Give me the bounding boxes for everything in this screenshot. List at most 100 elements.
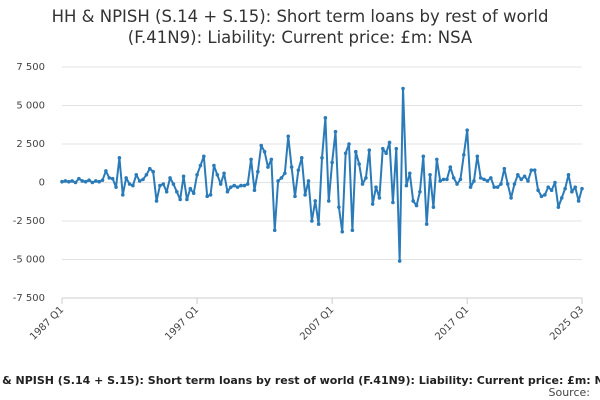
data-point xyxy=(539,194,544,199)
data-point xyxy=(66,179,71,184)
data-point xyxy=(435,157,439,162)
data-point xyxy=(529,168,534,172)
data-point xyxy=(296,168,301,172)
data-point xyxy=(337,205,341,209)
data-point xyxy=(536,188,540,192)
data-point xyxy=(519,177,524,182)
data-point xyxy=(178,197,182,202)
y-tick-label: -5 000 xyxy=(13,255,45,266)
data-point xyxy=(455,182,459,186)
data-point xyxy=(131,183,135,188)
data-point xyxy=(407,171,412,176)
data-point xyxy=(445,177,449,182)
data-point xyxy=(401,86,405,91)
data-point xyxy=(310,219,314,223)
data-point xyxy=(472,179,476,183)
data-point xyxy=(482,177,486,182)
data-point xyxy=(553,180,557,185)
x-tick-label: 1997 Q1 xyxy=(163,304,201,342)
data-point xyxy=(259,143,264,148)
data-point xyxy=(279,176,284,180)
data-point xyxy=(286,134,291,139)
data-point xyxy=(343,151,348,156)
data-point xyxy=(549,188,554,192)
data-point xyxy=(272,228,277,233)
data-point xyxy=(458,177,463,182)
footer-title: HH & NPISH (S.14 + S.15): Short term loa… xyxy=(0,374,600,387)
data-point xyxy=(414,203,419,208)
data-point xyxy=(175,189,179,194)
data-point xyxy=(316,222,321,226)
data-point xyxy=(107,176,112,180)
data-point xyxy=(242,183,247,188)
y-tick-label: -2 500 xyxy=(13,216,45,227)
data-point xyxy=(117,156,122,160)
data-point xyxy=(93,179,98,183)
data-point xyxy=(320,156,324,160)
data-point xyxy=(87,178,91,182)
y-tick-label: -7 500 xyxy=(13,293,45,304)
series-line xyxy=(61,87,583,263)
data-point xyxy=(73,180,78,185)
data-point xyxy=(384,151,388,156)
data-point xyxy=(330,160,334,165)
data-point xyxy=(245,182,250,186)
data-point xyxy=(516,173,520,177)
data-point xyxy=(380,146,385,151)
data-point xyxy=(394,146,399,151)
data-point xyxy=(134,173,139,177)
data-point xyxy=(90,180,95,185)
data-point xyxy=(387,140,392,145)
data-point xyxy=(104,169,108,173)
data-point xyxy=(326,199,331,203)
data-point xyxy=(377,196,382,200)
data-point xyxy=(323,116,328,120)
data-point xyxy=(431,205,436,209)
data-point xyxy=(141,177,145,182)
footer-title-box: HH & NPISH (S.14 + S.15): Short term loa… xyxy=(0,374,600,387)
x-tick-label: 2025 Q3 xyxy=(548,304,586,342)
data-point xyxy=(559,196,564,200)
data-point xyxy=(158,183,162,188)
data-point xyxy=(495,185,500,189)
data-point xyxy=(215,173,220,177)
data-point xyxy=(462,152,466,157)
data-point xyxy=(120,193,125,197)
data-point xyxy=(83,179,88,184)
data-point xyxy=(418,189,422,194)
data-point xyxy=(269,157,274,162)
data-point xyxy=(509,196,513,200)
data-point xyxy=(499,182,503,186)
data-point xyxy=(266,165,270,169)
x-tick-label: 2007 Q1 xyxy=(298,304,336,342)
data-point xyxy=(566,173,571,177)
data-point xyxy=(289,165,294,169)
data-point xyxy=(350,228,355,233)
data-point xyxy=(232,183,237,188)
data-point xyxy=(63,179,68,183)
data-point xyxy=(485,179,490,183)
data-point xyxy=(137,179,142,183)
data-point xyxy=(580,186,584,191)
data-point xyxy=(222,171,226,176)
data-point xyxy=(441,177,446,182)
data-point xyxy=(438,179,442,183)
data-point xyxy=(124,176,128,180)
data-point xyxy=(191,191,196,196)
data-point xyxy=(256,169,260,174)
data-point xyxy=(208,193,213,197)
data-point xyxy=(347,142,351,146)
data-point xyxy=(77,176,81,181)
data-point xyxy=(428,173,432,177)
data-point xyxy=(303,193,307,197)
data-point xyxy=(391,200,395,205)
x-tick-label: 1987 Q1 xyxy=(28,304,66,342)
data-point xyxy=(164,189,169,194)
data-point xyxy=(239,183,243,188)
data-point xyxy=(563,186,567,191)
data-point xyxy=(526,179,530,183)
data-point xyxy=(235,185,240,189)
data-point xyxy=(543,193,547,197)
